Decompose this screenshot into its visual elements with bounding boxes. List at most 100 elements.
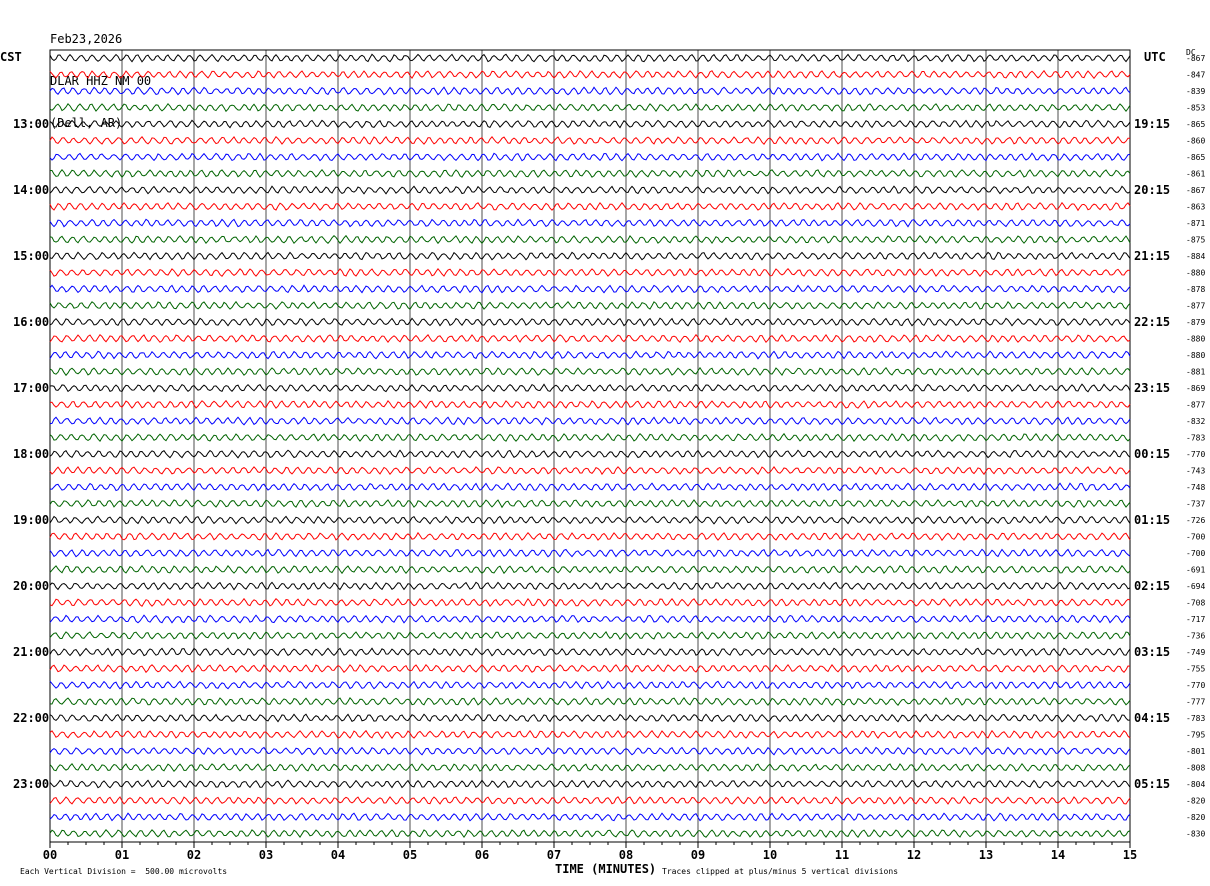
x-tick-label: 07 bbox=[547, 848, 561, 862]
utc-hour-label: 03:15 bbox=[1134, 645, 1170, 659]
trace-line bbox=[49, 69, 1131, 80]
trace-line bbox=[49, 169, 1131, 179]
dc-offset-label: -736 bbox=[1186, 632, 1205, 641]
clip-note: Traces clipped at plus/minus 5 vertical … bbox=[662, 867, 899, 876]
x-tick-label: 10 bbox=[763, 848, 777, 862]
trace-line bbox=[49, 746, 1131, 756]
trace-line bbox=[49, 465, 1131, 476]
dc-offset-label: -694 bbox=[1186, 582, 1205, 591]
trace-line bbox=[49, 597, 1131, 608]
trace-line bbox=[49, 366, 1131, 377]
dc-offset-label: -700 bbox=[1186, 533, 1205, 542]
trace-line bbox=[49, 102, 1131, 113]
utc-hour-label: 05:15 bbox=[1134, 777, 1170, 791]
trace-line bbox=[49, 185, 1131, 195]
trace-line bbox=[49, 449, 1131, 459]
cst-hour-label: 20:00 bbox=[13, 579, 49, 593]
trace-line bbox=[49, 499, 1131, 509]
trace-line bbox=[49, 218, 1131, 228]
dc-offset-label: -820 bbox=[1186, 813, 1205, 822]
x-tick-label: 13 bbox=[979, 848, 993, 862]
cst-hour-label: 15:00 bbox=[13, 249, 49, 263]
dc-offset-label: -884 bbox=[1186, 252, 1205, 261]
cst-axis-label: CST bbox=[0, 50, 22, 64]
cst-hour-label: 14:00 bbox=[13, 183, 49, 197]
dc-offset-label: -717 bbox=[1186, 615, 1205, 624]
dc-offset-label: -877 bbox=[1186, 401, 1205, 410]
dc-offset-label: -783 bbox=[1186, 714, 1205, 723]
vertical-division-note: Each Vertical Division = 500.00 microvol… bbox=[20, 867, 228, 876]
x-tick-label: 02 bbox=[187, 848, 201, 862]
x-tick-label: 06 bbox=[475, 848, 489, 862]
cst-hour-label: 23:00 bbox=[13, 777, 49, 791]
dc-label: DC bbox=[1186, 48, 1196, 57]
trace-line bbox=[49, 267, 1131, 278]
trace-line bbox=[49, 86, 1131, 96]
dc-offset-label: -755 bbox=[1186, 665, 1205, 674]
trace-line bbox=[49, 383, 1131, 393]
cst-hour-label: 16:00 bbox=[13, 315, 49, 329]
plot-date: Feb23,2026 bbox=[50, 32, 123, 46]
utc-hour-label: 21:15 bbox=[1134, 249, 1170, 263]
trace-line bbox=[49, 713, 1131, 723]
trace-line bbox=[49, 432, 1131, 443]
trace-line bbox=[49, 548, 1131, 558]
dc-offset-label: -847 bbox=[1186, 71, 1205, 80]
dc-offset-label: -770 bbox=[1186, 450, 1205, 459]
dc-offset-label: -867 bbox=[1186, 54, 1205, 63]
x-tick-label: 11 bbox=[835, 848, 849, 862]
x-tick-label: 08 bbox=[619, 848, 633, 862]
trace-line bbox=[49, 119, 1131, 129]
trace-line bbox=[49, 300, 1131, 310]
x-tick-label: 03 bbox=[259, 848, 273, 862]
trace-line bbox=[49, 317, 1131, 327]
cst-hour-label: 19:00 bbox=[13, 513, 49, 527]
dc-offset-label: -879 bbox=[1186, 318, 1205, 327]
trace-line bbox=[49, 515, 1131, 525]
dc-offset-label: -726 bbox=[1186, 516, 1205, 525]
dc-offset-label: -881 bbox=[1186, 368, 1205, 377]
trace-line bbox=[49, 416, 1131, 426]
cst-hour-label: 18:00 bbox=[13, 447, 49, 461]
plot-frame bbox=[49, 49, 1131, 843]
utc-hour-label: 01:15 bbox=[1134, 513, 1170, 527]
dc-offset-label: -820 bbox=[1186, 797, 1205, 806]
cst-hour-label: 21:00 bbox=[13, 645, 49, 659]
trace-line bbox=[49, 333, 1131, 344]
dc-offset-label: -877 bbox=[1186, 302, 1205, 311]
dc-offset-label: -830 bbox=[1186, 830, 1205, 839]
dc-offset-label: -749 bbox=[1186, 648, 1205, 657]
trace-line bbox=[49, 614, 1131, 624]
dc-offset-label: -878 bbox=[1186, 285, 1205, 294]
x-tick-label: 00 bbox=[43, 848, 57, 862]
utc-hour-label: 22:15 bbox=[1134, 315, 1170, 329]
dc-offset-label: -867 bbox=[1186, 186, 1205, 195]
trace-line bbox=[49, 531, 1131, 542]
trace-line bbox=[49, 201, 1131, 212]
trace-line bbox=[49, 763, 1131, 773]
dc-offset-label: -770 bbox=[1186, 681, 1205, 690]
trace-line bbox=[49, 779, 1131, 789]
x-tick-label: 14 bbox=[1051, 848, 1065, 862]
dc-offset-label: -743 bbox=[1186, 467, 1205, 476]
utc-hour-label: 23:15 bbox=[1134, 381, 1170, 395]
x-tick-label: 12 bbox=[907, 848, 921, 862]
trace-line bbox=[49, 135, 1131, 145]
trace-line bbox=[49, 482, 1131, 492]
dc-offset-label: -748 bbox=[1186, 483, 1205, 492]
trace-line bbox=[49, 729, 1131, 740]
utc-axis-label: UTC bbox=[1144, 50, 1166, 64]
x-tick-label: 04 bbox=[331, 848, 345, 862]
trace-line bbox=[49, 812, 1131, 822]
dc-offset-label: -880 bbox=[1186, 351, 1205, 360]
trace-line bbox=[49, 234, 1131, 245]
trace-line bbox=[49, 630, 1131, 641]
dc-offset-label: -860 bbox=[1186, 137, 1205, 146]
trace-line bbox=[49, 795, 1131, 805]
cst-hour-label: 13:00 bbox=[13, 117, 49, 131]
trace-line bbox=[49, 581, 1131, 591]
trace-line bbox=[49, 696, 1131, 707]
dc-offset-label: -861 bbox=[1186, 170, 1205, 179]
trace-line bbox=[49, 680, 1131, 690]
